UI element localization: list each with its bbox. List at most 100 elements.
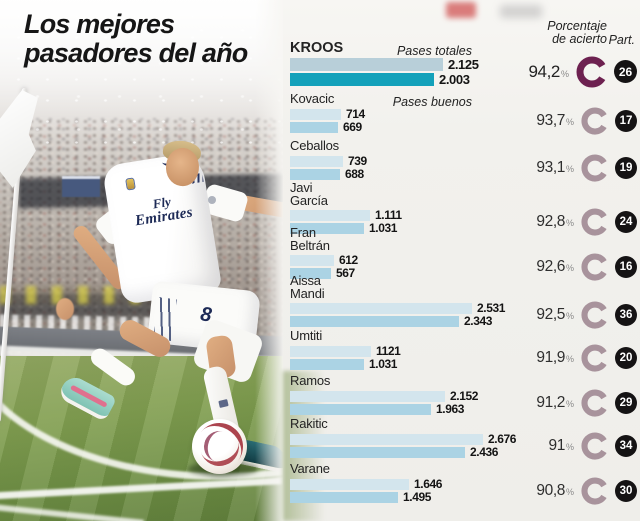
matches-played-badge: 17 xyxy=(615,109,637,132)
camera-flash-speckles xyxy=(0,0,302,150)
player-row: Rakitic 2.676 2.436 91% 34 xyxy=(290,416,637,460)
matches-played-badge: 19 xyxy=(615,156,637,179)
total-passes-barline: 739 xyxy=(290,153,637,168)
player-stats: 94,2% 26 xyxy=(511,56,637,87)
player-name: Rakitic xyxy=(290,416,328,431)
accuracy-percentage: 93,1% xyxy=(516,159,574,177)
football xyxy=(192,419,247,474)
player-name: Umtiti xyxy=(290,328,323,343)
good-passes-barline: 688 xyxy=(290,168,637,180)
total-passes-barline: 1.111 xyxy=(290,208,637,222)
player-row: Kovacic 714 669 93,7% 17 xyxy=(290,92,637,135)
player-stats: 91,2% 29 xyxy=(516,388,637,417)
total-passes-bar xyxy=(290,303,472,314)
accuracy-donut-icon xyxy=(581,301,609,329)
matches-played-badge: 29 xyxy=(615,391,637,414)
accuracy-value: 91,2 xyxy=(536,393,565,411)
good-passes-barline: 567 xyxy=(290,266,637,280)
blue-sign xyxy=(62,176,100,197)
player-stats: 93,7% 17 xyxy=(516,106,637,135)
percent-sign: % xyxy=(565,353,574,364)
league-patch xyxy=(208,196,216,204)
accuracy-header-line1: Porcentaje xyxy=(547,19,607,33)
good-passes-bar xyxy=(290,316,459,327)
good-passes-value: 2.436 xyxy=(470,444,499,459)
matches-played-badge: 30 xyxy=(615,479,637,502)
matches-played-badge: 24 xyxy=(615,211,637,233)
total-passes-series-label: Pases totales xyxy=(396,44,472,58)
total-passes-value: 2.125 xyxy=(448,56,479,72)
accuracy-percentage: 92,8% xyxy=(516,213,574,231)
good-passes-barline: 1.031 xyxy=(290,222,637,234)
good-passes-value: 669 xyxy=(343,119,362,134)
player-left-hand xyxy=(56,298,74,320)
percent-sign: % xyxy=(565,263,574,273)
player-stats: 90,8% 30 xyxy=(516,476,637,505)
total-passes-barline: 2.531 xyxy=(290,301,637,315)
total-passes-value: 1.646 xyxy=(414,476,443,491)
total-passes-value: 1.111 xyxy=(375,208,402,222)
accuracy-value: 90,8 xyxy=(536,481,565,499)
accuracy-donut-icon xyxy=(581,388,609,417)
player-name: Ceballos xyxy=(290,138,339,153)
total-passes-bar xyxy=(290,255,334,266)
accuracy-value: 91 xyxy=(548,436,566,454)
accuracy-value: 93,1 xyxy=(536,158,565,176)
accuracy-column-header: Porcentaje de acierto xyxy=(547,20,607,46)
percent-sign: % xyxy=(565,218,574,228)
total-passes-barline: 2.152 xyxy=(290,390,637,402)
accuracy-percentage: 93,7% xyxy=(516,112,574,130)
accuracy-percentage: 92,5% xyxy=(516,306,574,324)
good-passes-series-label: Pases buenos xyxy=(392,95,472,109)
player-row: Javi García 1.111 1.031 92,8% 24 xyxy=(290,180,637,236)
total-passes-barline: 612 xyxy=(290,254,637,266)
player-row: Fran Beltrán 612 567 92,6% 16 xyxy=(290,225,637,281)
good-passes-value: 1.963 xyxy=(436,401,465,416)
total-passes-value: 1121 xyxy=(376,343,401,358)
total-passes-value: 2.531 xyxy=(477,301,506,315)
accuracy-donut-icon xyxy=(581,253,609,281)
total-passes-value: 739 xyxy=(348,153,367,168)
total-passes-bar xyxy=(290,210,370,221)
player-row: Varane 1.646 1.495 90,8% 30 xyxy=(290,462,637,505)
percent-sign: % xyxy=(565,116,574,127)
accuracy-value: 92,5 xyxy=(536,306,565,323)
percent-sign: % xyxy=(565,398,574,409)
total-passes-bar xyxy=(290,345,371,357)
blurred-gray-sign xyxy=(500,5,542,18)
player-name: Javi García xyxy=(290,180,328,208)
player-row: KROOS 2.125 2.003 94,2% 26 xyxy=(290,41,637,87)
participation-column-header: Part. xyxy=(608,33,635,47)
percent-sign: % xyxy=(560,68,569,79)
player-stats: 91% 34 xyxy=(516,431,637,460)
player-name: Aissa Mandi xyxy=(290,273,325,301)
good-passes-value: 567 xyxy=(336,266,355,280)
accuracy-donut-icon xyxy=(581,153,609,182)
accuracy-donut-icon xyxy=(576,56,608,87)
player-stats: 92,6% 16 xyxy=(516,253,637,281)
accuracy-value: 91,9 xyxy=(536,348,565,366)
accuracy-donut-icon xyxy=(581,431,609,460)
player-row: Umtiti 1121 1.031 91,9% 20 xyxy=(290,328,637,372)
total-passes-value: 714 xyxy=(346,106,365,121)
percent-sign: % xyxy=(565,486,574,497)
accuracy-value: 93,7 xyxy=(536,111,565,129)
good-passes-barline: 669 xyxy=(290,119,637,134)
good-passes-barline: 2.343 xyxy=(290,315,637,327)
accuracy-donut-icon xyxy=(581,476,609,505)
good-passes-bar xyxy=(290,446,465,458)
good-passes-barline: 2.436 xyxy=(290,444,637,459)
good-passes-bar xyxy=(290,121,338,133)
total-passes-barline: 2.676 xyxy=(290,433,637,445)
percent-sign: % xyxy=(565,311,574,321)
player-name: Fran Beltrán xyxy=(290,225,330,253)
good-passes-bar xyxy=(290,403,431,415)
total-passes-bar xyxy=(290,108,341,120)
good-passes-value: 2.003 xyxy=(439,71,470,87)
accuracy-percentage: 91,9% xyxy=(516,349,574,367)
matches-played-badge: 26 xyxy=(614,60,637,83)
player-stats: 92,8% 24 xyxy=(516,208,637,236)
good-passes-barline: 1.031 xyxy=(290,358,637,370)
matches-played-badge: 20 xyxy=(615,346,637,369)
accuracy-percentage: 91% xyxy=(516,437,574,455)
